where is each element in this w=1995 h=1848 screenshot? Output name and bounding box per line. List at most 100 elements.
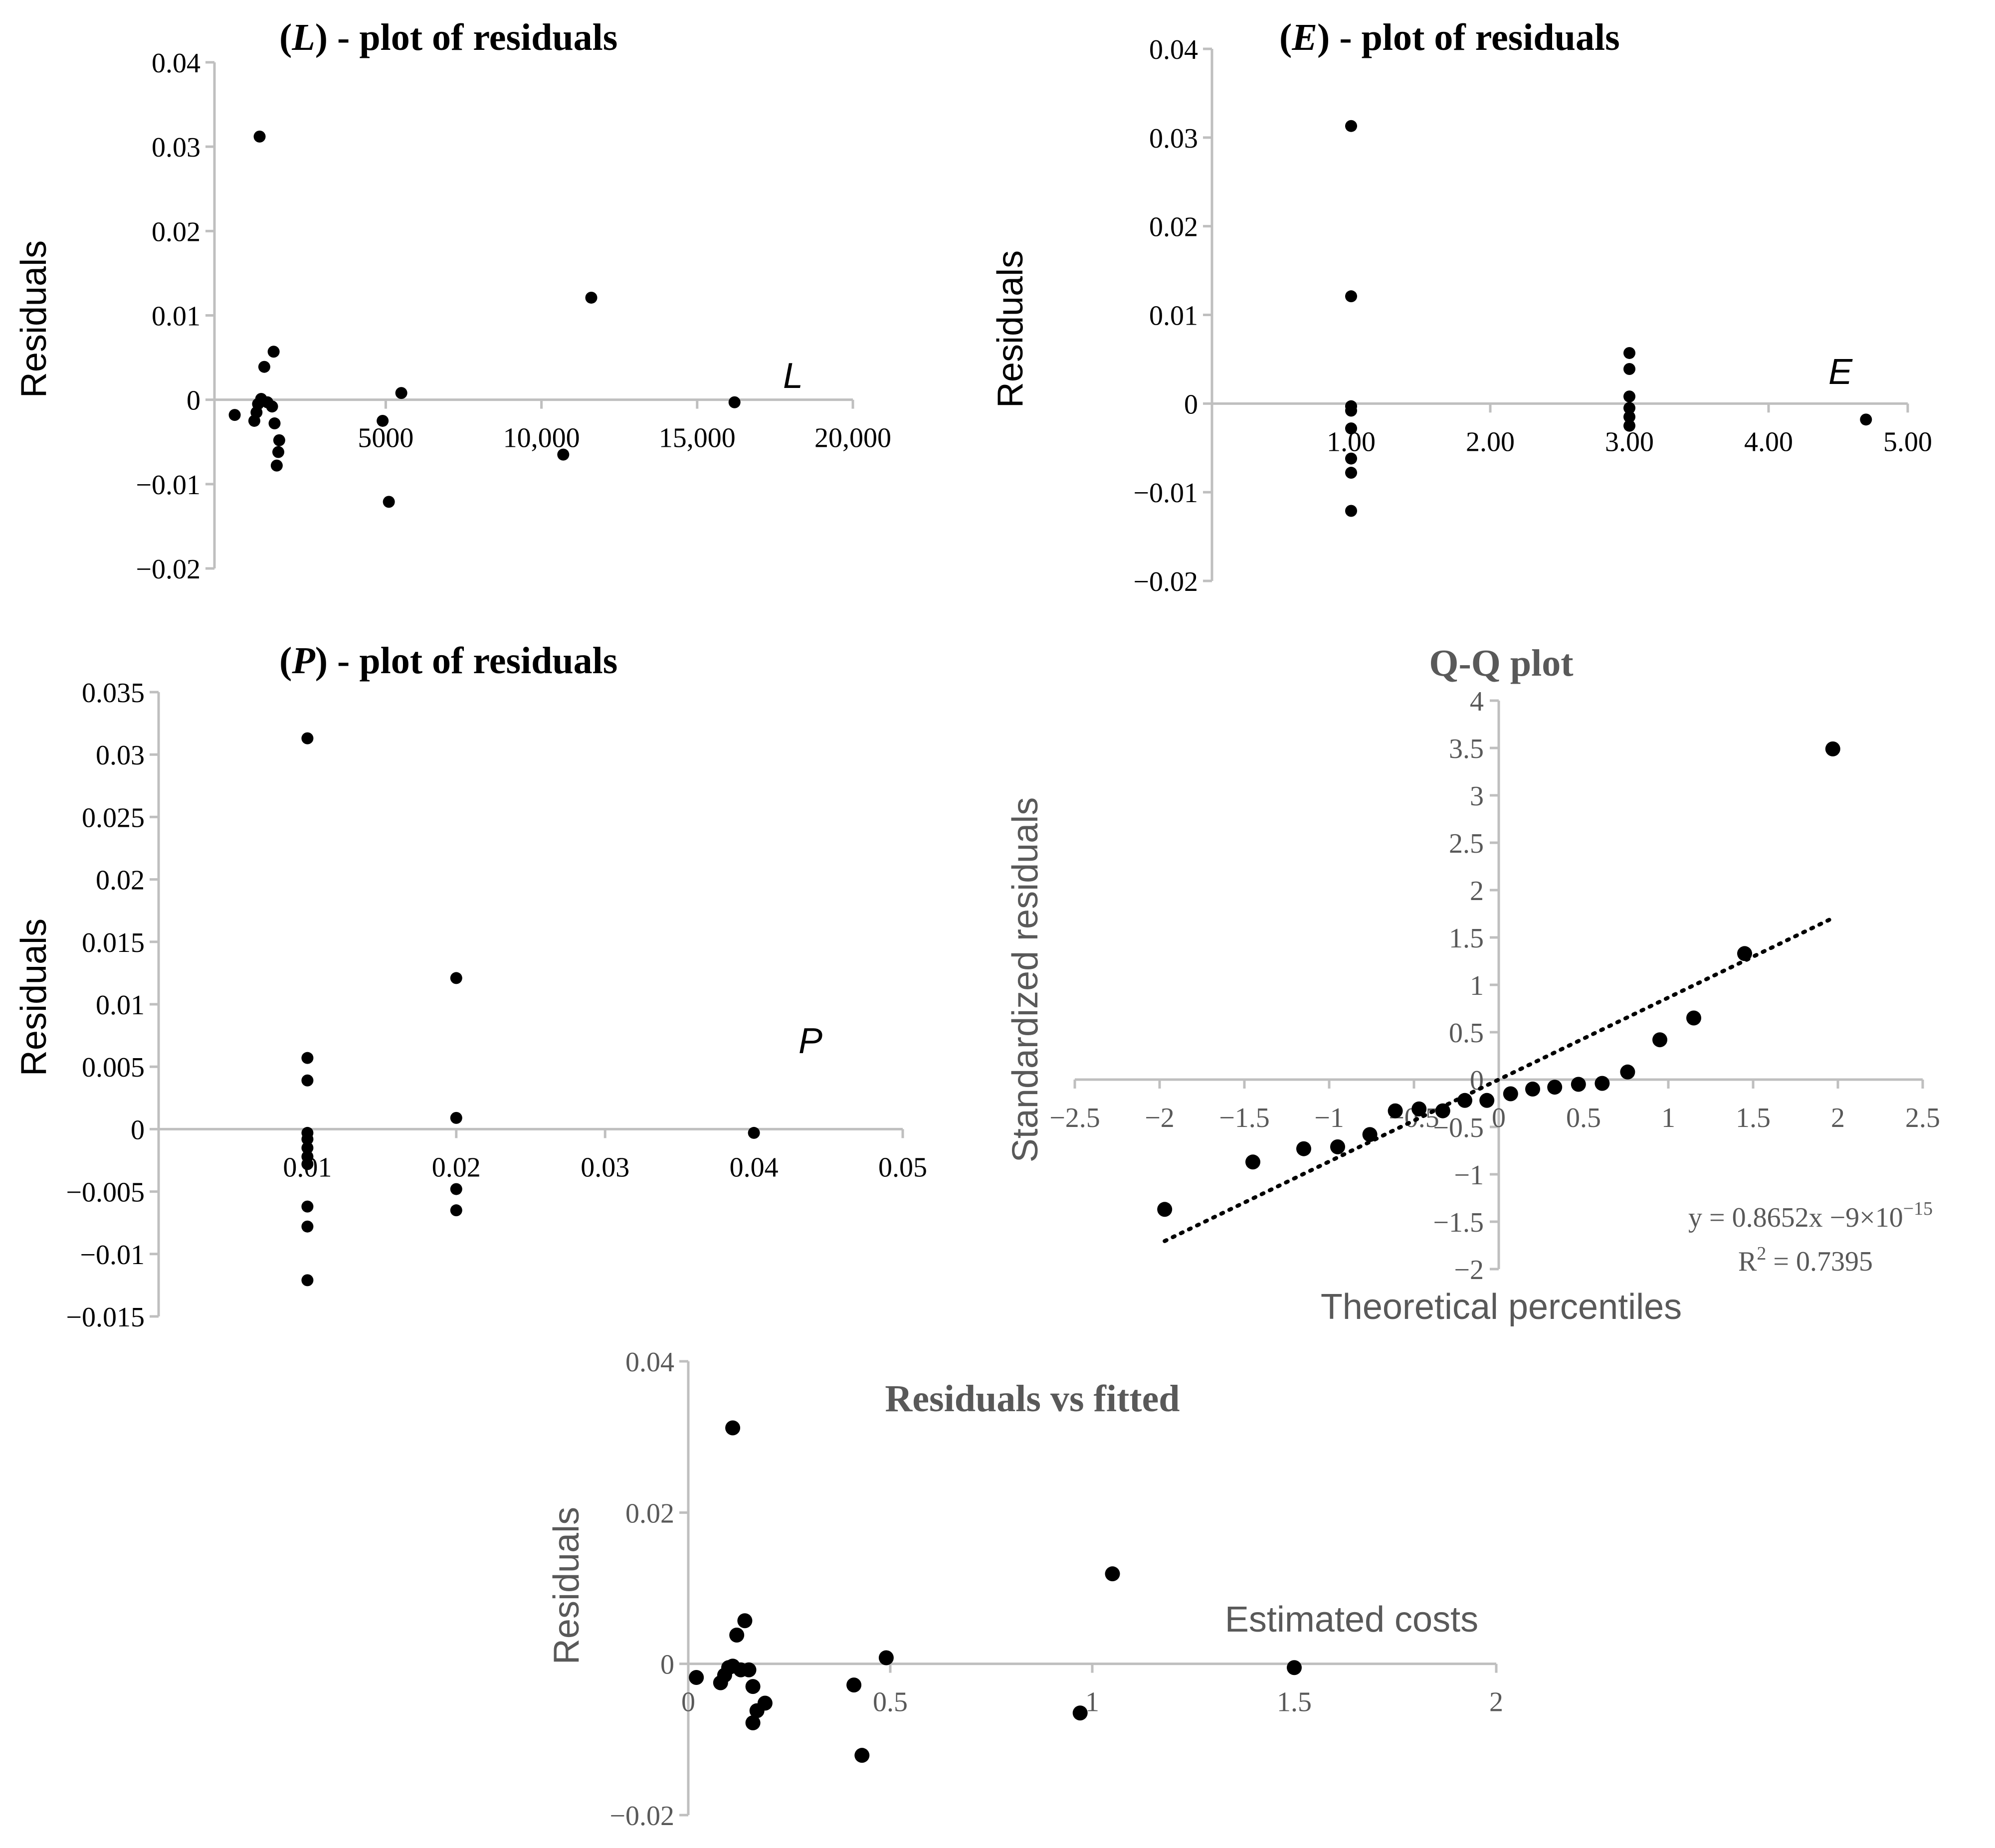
x-tick-label: 1 <box>1661 1103 1675 1133</box>
data-point <box>450 1183 462 1195</box>
data-point <box>1330 1139 1345 1154</box>
y-tick-label: 0.01 <box>96 990 145 1021</box>
y-axis-label: Residuals <box>14 919 54 1076</box>
data-point <box>757 1695 773 1711</box>
y-tick-label: 0 <box>187 385 200 416</box>
y-tick-label: 0 <box>1184 389 1198 420</box>
y-tick-label: 2 <box>1470 876 1484 907</box>
data-point <box>1411 1101 1427 1116</box>
data-point <box>1737 946 1752 961</box>
data-point <box>729 1628 745 1643</box>
y-tick-label: 3.5 <box>1449 734 1484 764</box>
y-tick-label: −0.01 <box>136 470 200 501</box>
x-tick-label: 0.5 <box>873 1687 908 1718</box>
y-tick-label: 0.01 <box>1149 301 1198 332</box>
y-tick-label: 0.02 <box>625 1498 674 1529</box>
data-point <box>1503 1086 1518 1102</box>
y-tick-label: 3 <box>1470 781 1484 812</box>
data-point <box>725 1420 741 1436</box>
data-point <box>728 396 741 408</box>
data-point <box>1623 390 1635 403</box>
data-point <box>1860 413 1872 426</box>
data-point <box>253 130 266 143</box>
data-point <box>1623 347 1635 359</box>
y-tick-label: 0.025 <box>82 802 145 833</box>
x-tick-label: −2 <box>1145 1103 1175 1133</box>
data-point <box>268 417 281 430</box>
data-point <box>1287 1660 1302 1675</box>
y-tick-label: 0.035 <box>82 678 145 709</box>
data-point <box>1345 505 1357 517</box>
y-tick-label: 0.02 <box>96 865 145 896</box>
x-tick-label: 0.04 <box>730 1152 779 1183</box>
data-point <box>1105 1566 1120 1582</box>
x-tick-label: 0 <box>1492 1103 1506 1133</box>
data-point <box>1345 120 1357 132</box>
y-tick-label: −1 <box>1454 1160 1484 1191</box>
data-point <box>1825 741 1840 756</box>
data-point <box>270 459 283 472</box>
y-axis-label: Residuals <box>14 240 54 398</box>
x-tick-label: −1 <box>1314 1103 1344 1133</box>
data-point <box>301 1220 314 1233</box>
data-point <box>301 1200 314 1213</box>
data-point <box>1525 1082 1540 1097</box>
data-point <box>301 1052 314 1064</box>
data-point <box>272 446 284 458</box>
data-point <box>301 1141 314 1154</box>
x-tick-label: 2.00 <box>1466 426 1515 457</box>
y-tick-label: 2.5 <box>1449 828 1484 859</box>
y-axis-label: Residuals <box>547 1507 587 1664</box>
data-point <box>741 1662 757 1677</box>
data-point <box>748 1126 760 1139</box>
x-tick-label: 2 <box>1489 1687 1503 1718</box>
x-tick-label: 2.5 <box>1905 1103 1940 1133</box>
data-point <box>1072 1705 1088 1721</box>
y-tick-label: 0 <box>131 1114 145 1145</box>
chart-p: 0.035 0.03 0.025 0.02 0.015 0.01 0.005 0 −0.005 −… <box>14 640 927 1333</box>
data-point <box>301 1274 314 1287</box>
y-tick-label: 0.04 <box>1149 34 1198 65</box>
chart-title: (P) - plot of residuals <box>279 640 617 682</box>
data-point <box>846 1677 862 1693</box>
data-point <box>383 496 395 508</box>
data-point <box>301 1158 314 1170</box>
data-point <box>745 1715 761 1730</box>
data-point <box>737 1613 753 1629</box>
data-point <box>1686 1010 1701 1026</box>
y-tick-label: 0.03 <box>152 132 200 163</box>
data-point <box>557 448 570 461</box>
r-squared-label: R2 = 0.7395 <box>1738 1243 1873 1277</box>
y-tick-label: 0.03 <box>96 740 145 771</box>
data-point <box>450 1111 462 1124</box>
data-point <box>1345 467 1357 479</box>
x-tick-label: 5.00 <box>1883 426 1932 457</box>
x-axis-label: E <box>1828 352 1853 392</box>
y-tick-label: 0.005 <box>82 1052 145 1083</box>
chart-title: Residuals vs fitted <box>885 1378 1180 1420</box>
data-point <box>1595 1076 1610 1091</box>
data-point <box>1479 1093 1495 1108</box>
data-point <box>854 1748 870 1763</box>
x-axis-label: Theoretical percentiles <box>1321 1287 1682 1327</box>
x-tick-label: 1.5 <box>1277 1687 1312 1718</box>
x-tick-label: 10,000 <box>503 423 580 454</box>
data-point <box>273 434 285 446</box>
y-axis-label: Residuals <box>991 250 1030 408</box>
y-tick-label: 0 <box>660 1650 674 1680</box>
y-tick-label: −0.005 <box>66 1177 145 1208</box>
y-tick-label: 0.02 <box>152 216 200 247</box>
y-tick-label: 0.5 <box>1449 1018 1484 1049</box>
data-point <box>301 732 314 744</box>
chart-title: (E) - plot of residuals <box>1279 16 1620 58</box>
data-point <box>258 361 270 373</box>
x-axis-label: Estimated costs <box>1225 1600 1478 1640</box>
y-tick-label: 0.015 <box>82 927 145 958</box>
data-point <box>228 409 241 421</box>
data-point <box>266 400 278 413</box>
y-tick-label: −2 <box>1454 1255 1484 1286</box>
x-axis-label: L <box>783 356 803 396</box>
x-tick-label: 0.5 <box>1566 1103 1601 1133</box>
data-point <box>395 387 407 399</box>
